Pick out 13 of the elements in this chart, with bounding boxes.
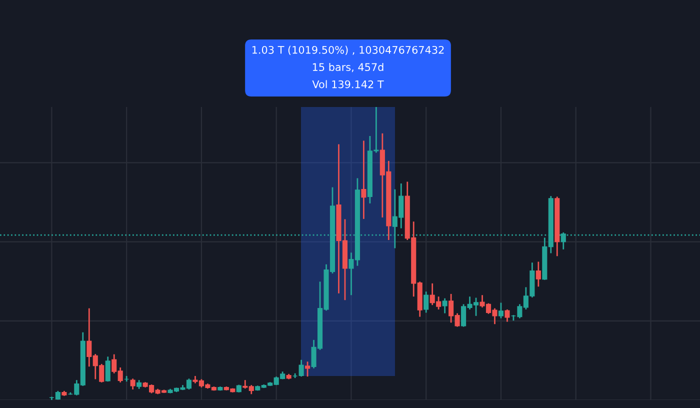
text: 15 bars, 457d — [312, 62, 384, 72]
candlestick — [105, 356, 110, 382]
candlestick — [442, 298, 448, 314]
candlestick — [504, 308, 510, 322]
text: Vol 139.142 T — [312, 80, 384, 88]
candlestick — [361, 140, 366, 220]
candlestick — [298, 359, 304, 378]
candlestick — [498, 302, 504, 319]
candlestick — [536, 261, 541, 288]
candlestick — [424, 290, 429, 314]
candlestick — [130, 378, 136, 390]
text: 1.03 T (1019.50%) , 1030476767432 — [252, 46, 444, 56]
candlestick — [305, 360, 310, 378]
